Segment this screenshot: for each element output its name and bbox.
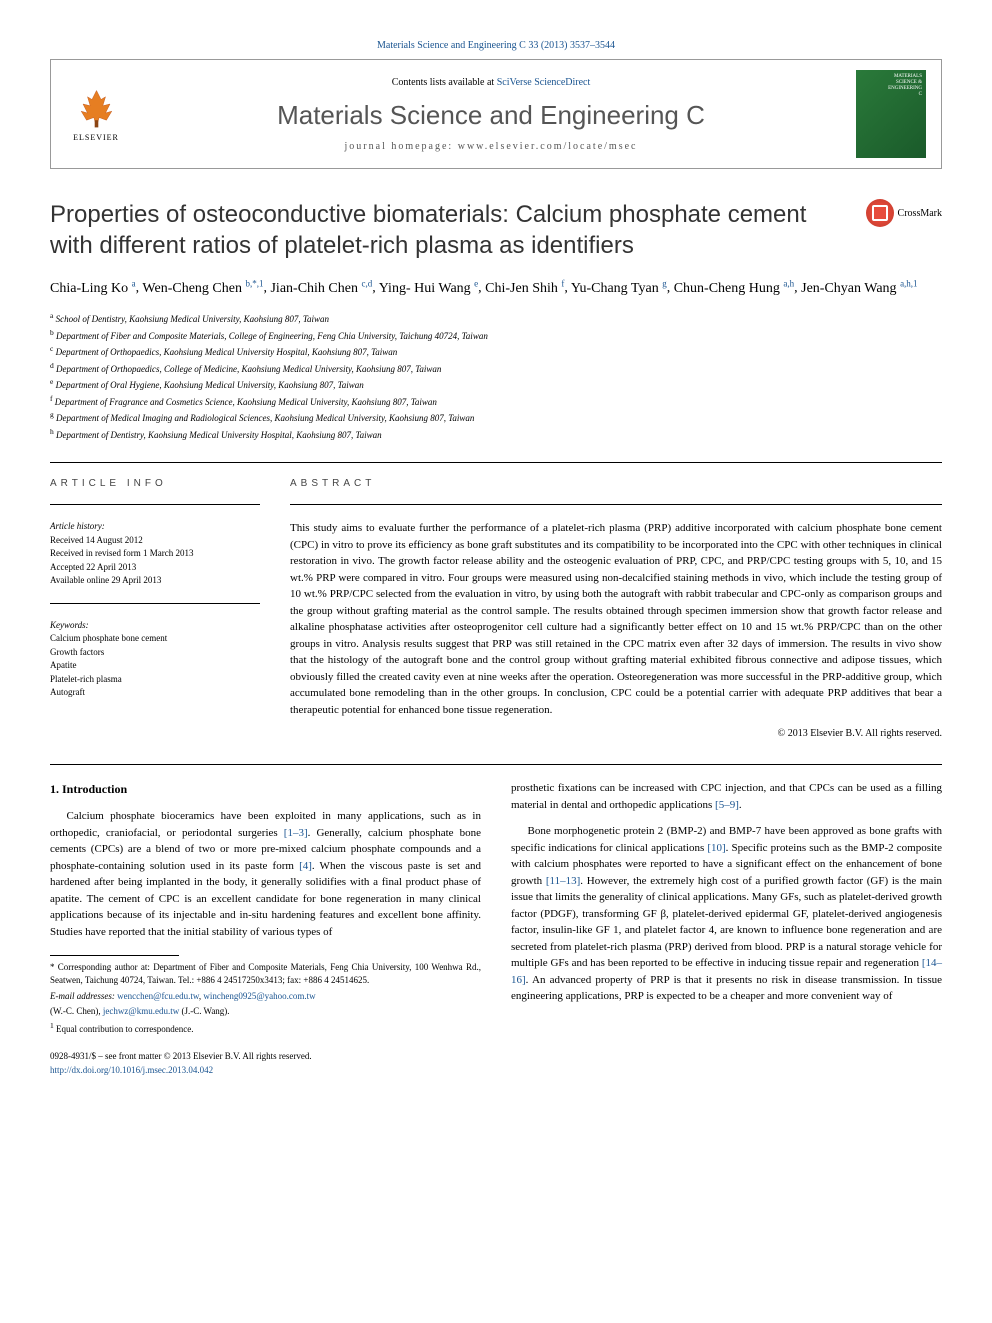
keywords-label: Keywords: xyxy=(50,619,260,633)
homepage-prefix: journal homepage: xyxy=(345,141,458,152)
divider xyxy=(50,764,942,765)
divider xyxy=(50,504,260,505)
body-paragraph: Bone morphogenetic protein 2 (BMP-2) and… xyxy=(511,823,942,1005)
history-item: Received in revised form 1 March 2013 xyxy=(50,547,260,561)
email-footnote: E-mail addresses: wencchen@fcu.edu.tw, w… xyxy=(50,990,481,1003)
intro-heading: 1. Introduction xyxy=(50,780,481,798)
elsevier-logo: ELSEVIER xyxy=(66,82,126,147)
equal-contribution-footnote: 1 Equal contribution to correspondence. xyxy=(50,1021,481,1036)
body-right-column: prosthetic fixations can be increased wi… xyxy=(511,780,942,1077)
author: Jian-Chih Chen c,d xyxy=(270,281,372,296)
crossmark-badge[interactable]: CrossMark xyxy=(866,199,942,227)
affiliation: f Department of Fragrance and Cosmetics … xyxy=(50,393,942,410)
sciverse-link[interactable]: SciVerse ScienceDirect xyxy=(497,77,591,88)
author: Chia-Ling Ko a xyxy=(50,281,136,296)
history-item: Accepted 22 April 2013 xyxy=(50,561,260,575)
citation-link[interactable]: [4] xyxy=(299,860,312,872)
citation-link[interactable]: [11–13] xyxy=(546,875,580,887)
abstract-text: This study aims to evaluate further the … xyxy=(290,520,942,718)
body-paragraph: Calcium phosphate bioceramics have been … xyxy=(50,808,481,940)
crossmark-icon xyxy=(866,199,894,227)
homepage-url[interactable]: www.elsevier.com/locate/msec xyxy=(458,141,638,152)
author: Wen-Cheng Chen b,*,1 xyxy=(142,281,263,296)
crossmark-label: CrossMark xyxy=(898,208,942,219)
author: Chi-Jen Shih f xyxy=(485,281,564,296)
author: Ying- Hui Wang e xyxy=(379,281,478,296)
author: Chun-Cheng Hung a,h xyxy=(674,281,794,296)
keyword: Calcium phosphate bone cement xyxy=(50,632,260,646)
body-left-column: 1. Introduction Calcium phosphate biocer… xyxy=(50,780,481,1077)
abstract-heading: ABSTRACT xyxy=(290,478,942,489)
journal-cover-thumb: MATERIALS SCIENCE & ENGINEERING C xyxy=(856,70,926,158)
footnote-divider xyxy=(50,955,179,956)
elsevier-tree-icon xyxy=(74,86,119,131)
history-item: Received 14 August 2012 xyxy=(50,534,260,548)
citation-link[interactable]: [1–3] xyxy=(284,827,308,839)
email-link[interactable]: wencchen@fcu.edu.tw xyxy=(117,991,199,1001)
affiliation: d Department of Orthopaedics, College of… xyxy=(50,360,942,377)
article-info-column: ARTICLE INFO Article history: Received 1… xyxy=(50,478,260,739)
citation-link[interactable]: [10] xyxy=(707,842,725,854)
history-label: Article history: xyxy=(50,520,260,534)
divider xyxy=(290,504,942,505)
doi-link[interactable]: http://dx.doi.org/10.1016/j.msec.2013.04… xyxy=(50,1065,213,1075)
email-link[interactable]: wincheng0925@yahoo.com.tw xyxy=(203,991,315,1001)
author: Yu-Chang Tyan g xyxy=(571,281,667,296)
article-info-heading: ARTICLE INFO xyxy=(50,478,260,489)
journal-homepage: journal homepage: www.elsevier.com/locat… xyxy=(126,141,856,152)
journal-header: ELSEVIER Contents lists available at Sci… xyxy=(50,59,942,169)
journal-name: Materials Science and Engineering C xyxy=(126,100,856,131)
body-paragraph: prosthetic fixations can be increased wi… xyxy=(511,780,942,813)
doi-block: 0928-4931/$ – see front matter © 2013 El… xyxy=(50,1050,481,1077)
top-citation[interactable]: Materials Science and Engineering C 33 (… xyxy=(50,40,942,51)
affiliation: a School of Dentistry, Kaohsiung Medical… xyxy=(50,310,942,327)
corresponding-footnote: * Corresponding author at: Department of… xyxy=(50,961,481,986)
email-link[interactable]: jechwz@kmu.edu.tw xyxy=(103,1006,179,1016)
contents-available: Contents lists available at SciVerse Sci… xyxy=(126,77,856,88)
divider xyxy=(50,462,942,463)
affiliation: h Department of Dentistry, Kaohsiung Med… xyxy=(50,426,942,443)
elsevier-name: ELSEVIER xyxy=(73,133,119,142)
article-title: Properties of osteoconductive biomateria… xyxy=(50,199,846,261)
affiliation: g Department of Medical Imaging and Radi… xyxy=(50,409,942,426)
keyword: Apatite xyxy=(50,659,260,673)
affiliation: b Department of Fiber and Composite Mate… xyxy=(50,327,942,344)
contents-prefix: Contents lists available at xyxy=(392,77,497,88)
issn-line: 0928-4931/$ – see front matter © 2013 El… xyxy=(50,1050,481,1064)
affiliations: a School of Dentistry, Kaohsiung Medical… xyxy=(50,310,942,442)
cover-line: ENGINEERING xyxy=(888,86,922,92)
affiliation: e Department of Oral Hygiene, Kaohsiung … xyxy=(50,376,942,393)
abstract-copyright: © 2013 Elsevier B.V. All rights reserved… xyxy=(290,728,942,739)
keyword: Platelet-rich plasma xyxy=(50,673,260,687)
author: Jen-Chyan Wang a,h,1 xyxy=(801,281,917,296)
keyword: Growth factors xyxy=(50,646,260,660)
citation-link[interactable]: [5–9] xyxy=(715,799,739,811)
cover-line: C xyxy=(888,92,922,98)
authors-list: Chia-Ling Ko a, Wen-Cheng Chen b,*,1, Ji… xyxy=(50,276,942,300)
keyword: Autograft xyxy=(50,686,260,700)
history-item: Available online 29 April 2013 xyxy=(50,574,260,588)
abstract-column: ABSTRACT This study aims to evaluate fur… xyxy=(290,478,942,739)
email-footnote-2: (W.-C. Chen), jechwz@kmu.edu.tw (J.-C. W… xyxy=(50,1005,481,1018)
footnotes: * Corresponding author at: Department of… xyxy=(50,961,481,1035)
divider xyxy=(50,603,260,604)
affiliation: c Department of Orthopaedics, Kaohsiung … xyxy=(50,343,942,360)
